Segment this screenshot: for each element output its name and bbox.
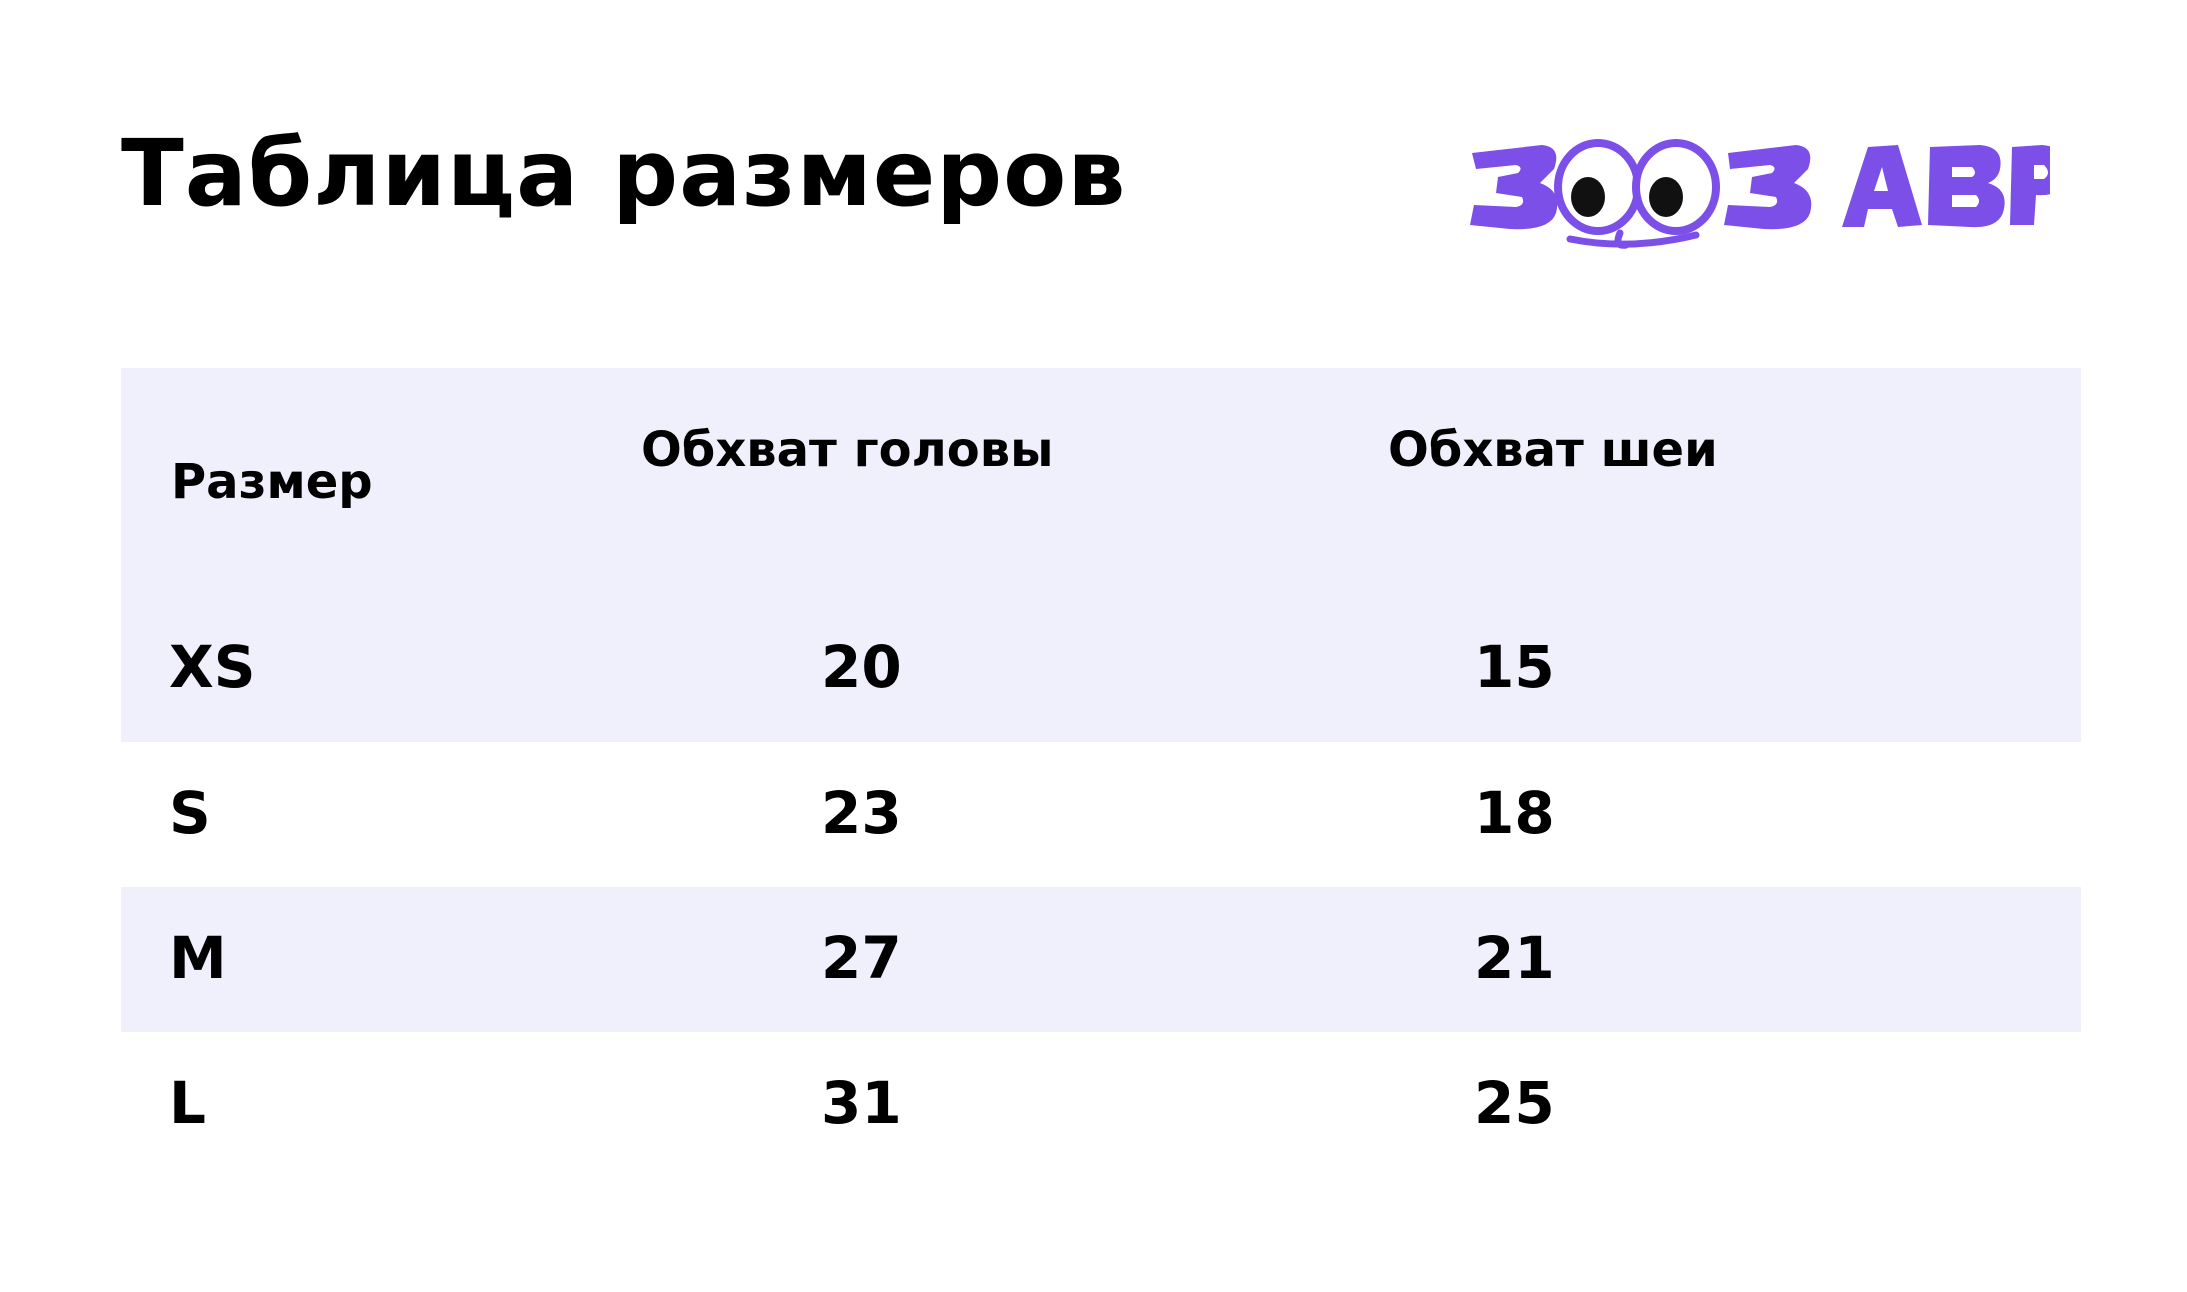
size-cell: M bbox=[169, 924, 227, 992]
head-girth-cell: 23 bbox=[821, 779, 902, 847]
neck-girth-cell: 25 bbox=[1474, 1069, 1555, 1137]
logo-smile bbox=[1566, 229, 1700, 249]
logo-letters-zavr bbox=[1724, 145, 2050, 230]
head-girth-cell: 20 bbox=[821, 633, 902, 701]
size-cell: S bbox=[169, 779, 211, 847]
table-row: M 27 21 bbox=[121, 887, 2081, 1032]
head-girth-cell: 27 bbox=[821, 924, 902, 992]
size-cell: L bbox=[169, 1069, 206, 1137]
header-head-girth: Обхват головы bbox=[641, 422, 1054, 478]
header-size: Размер bbox=[171, 454, 373, 510]
page-title: Таблица размеров bbox=[121, 120, 1127, 227]
table-row: L 31 25 bbox=[121, 1032, 2081, 1177]
neck-girth-cell: 21 bbox=[1474, 924, 1555, 992]
brand-logo bbox=[1470, 139, 2050, 249]
table-header-row: Размер Обхват головы Обхват шеи XS 20 15 bbox=[121, 368, 2081, 742]
logo-eye-right bbox=[1632, 139, 1720, 235]
size-cell: XS bbox=[169, 633, 256, 701]
header-neck-girth: Обхват шеи bbox=[1388, 422, 1718, 478]
logo-eye-left bbox=[1554, 139, 1642, 235]
neck-girth-cell: 15 bbox=[1474, 633, 1555, 701]
table-row: S 23 18 bbox=[121, 742, 2081, 887]
head-girth-cell: 31 bbox=[821, 1069, 902, 1137]
logo-letter-ze-1 bbox=[1470, 145, 1558, 230]
size-table: Размер Обхват головы Обхват шеи XS 20 15… bbox=[121, 368, 2081, 1177]
neck-girth-cell: 18 bbox=[1474, 779, 1555, 847]
